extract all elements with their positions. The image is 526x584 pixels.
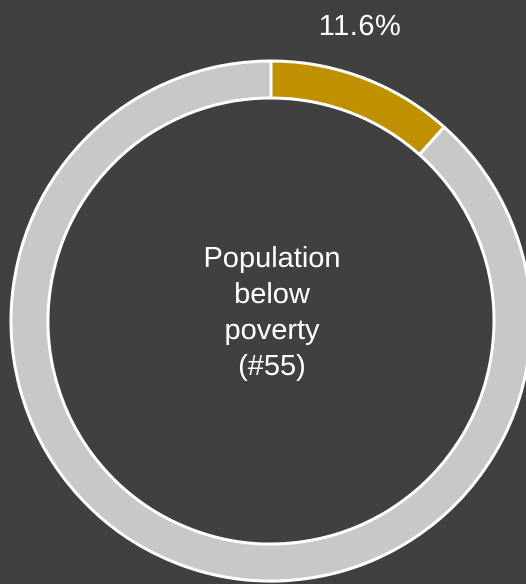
center-label-line-1: Population [203,242,341,274]
center-label: Population below poverty (#55) [158,240,386,384]
center-label-line-4: (#55) [238,350,306,382]
slice-value-label: 11.6% [318,10,402,42]
donut-slice-highlight [269,59,446,157]
center-label-line-2: below [234,278,310,310]
donut-slice-remainder [9,59,526,583]
center-label-line-3: poverty [224,314,320,346]
